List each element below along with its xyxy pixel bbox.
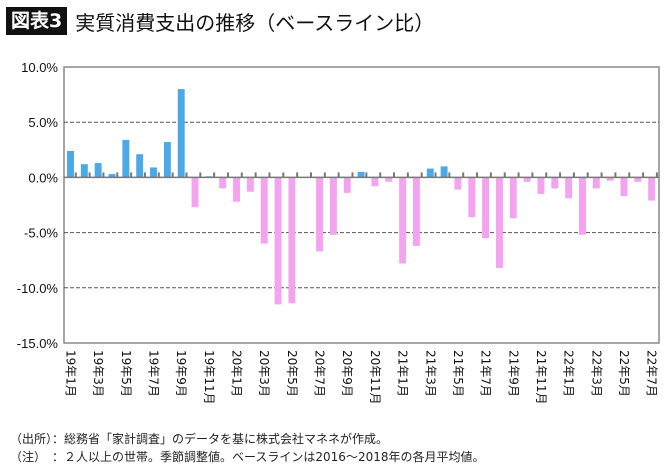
footnotes: （出所）：総務省「家計調査」のデータを基に株式会社マネネが作成。 （注） ：２人… <box>10 430 484 466</box>
bar <box>482 177 490 239</box>
x-tick-label: 22年1月 <box>562 350 576 397</box>
bar <box>191 177 199 208</box>
bar <box>648 177 656 201</box>
bar <box>150 167 157 178</box>
bar <box>246 177 254 192</box>
x-tick-label: 19年5月 <box>119 350 133 397</box>
bar <box>177 89 185 178</box>
bar <box>80 164 88 178</box>
bar <box>620 177 628 197</box>
x-tick-label: 22年3月 <box>589 350 603 397</box>
y-tick-label: -15.0% <box>17 336 59 351</box>
bar <box>288 177 296 304</box>
bar <box>329 177 337 235</box>
bar <box>565 177 573 199</box>
bar <box>94 163 102 178</box>
title-text: 実質消費支出の推移（ベースライン比） <box>75 10 435 35</box>
bar <box>122 139 130 178</box>
x-tick-label: 19年7月 <box>147 350 161 397</box>
bar <box>385 177 393 182</box>
bar <box>399 177 407 264</box>
bar <box>316 177 324 252</box>
bar <box>426 168 434 178</box>
x-tick-label: 20年1月 <box>230 350 244 397</box>
bar <box>592 177 600 189</box>
bar <box>523 177 531 182</box>
bar <box>260 177 268 244</box>
x-tick-label: 21年5月 <box>451 350 465 397</box>
x-tick-label: 19年9月 <box>174 350 188 397</box>
remark-note: （注） ：２人以上の世帯。季節調整値。ベースラインは2016〜2018年の各月平… <box>10 450 485 464</box>
bar <box>357 171 365 178</box>
x-tick-label: 21年11月 <box>534 350 548 405</box>
x-tick-label: 21年7月 <box>479 350 493 397</box>
bar <box>440 166 448 178</box>
chart-title: 図表3 実質消費支出の推移（ベースライン比） <box>6 6 434 36</box>
bar <box>606 177 614 181</box>
x-tick-label: 20年11月 <box>368 350 382 405</box>
bar <box>163 142 171 178</box>
bar <box>551 177 559 189</box>
x-tick-label: 20年3月 <box>257 350 271 397</box>
bar <box>219 177 227 189</box>
y-tick-label: 10.0% <box>21 60 58 75</box>
bar <box>454 177 462 190</box>
bar <box>108 174 116 178</box>
x-tick-label: 22年5月 <box>617 350 631 397</box>
bar <box>634 177 642 182</box>
bar <box>579 177 586 235</box>
x-tick-label: 19年11月 <box>202 350 216 405</box>
y-tick-label: 0.0% <box>28 170 58 185</box>
x-tick-label: 19年3月 <box>91 350 105 397</box>
bar <box>343 177 351 193</box>
x-tick-label: 19年1月 <box>64 350 78 397</box>
bar <box>537 177 545 194</box>
y-tick-label: -5.0% <box>24 226 58 241</box>
bar <box>468 177 476 218</box>
x-tick-label: 20年9月 <box>340 350 354 397</box>
x-tick-label: 20年5月 <box>285 350 299 397</box>
plot-frame <box>63 66 660 344</box>
bar <box>67 150 74 178</box>
bar <box>412 177 420 246</box>
figure-badge: 図表3 <box>6 7 68 35</box>
bar <box>495 177 503 268</box>
x-tick-label: 22年7月 <box>645 350 659 397</box>
bar <box>509 177 517 219</box>
source-note: （出所）：総務省「家計調査」のデータを基に株式会社マネネが作成。 <box>10 432 389 446</box>
bar <box>371 177 379 187</box>
x-tick-label: 20年7月 <box>313 350 327 397</box>
bar <box>233 177 241 202</box>
x-tick-label: 21年9月 <box>506 350 520 397</box>
y-tick-label: 5.0% <box>28 115 58 130</box>
x-tick-label: 21年1月 <box>396 350 410 397</box>
x-tick-label: 21年3月 <box>423 350 437 397</box>
bar <box>136 154 144 178</box>
y-tick-label: -10.0% <box>17 281 59 296</box>
bar <box>274 177 282 305</box>
